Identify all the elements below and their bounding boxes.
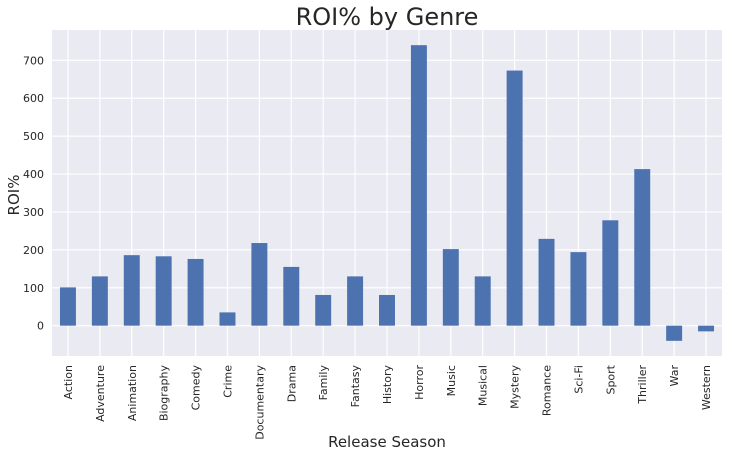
y-tick-label: 400 [23,168,44,181]
bar-drama [283,266,300,326]
bar-comedy [187,258,204,326]
bar-adventure [91,276,108,326]
x-tick-label: Western [700,365,713,410]
x-tick-label: Music [445,365,458,396]
x-tick-label: Animation [126,365,139,421]
x-axis-ticks: Action Adventure Animation Biography Comedy C… [62,364,713,439]
bar-crime [219,312,236,326]
x-tick-label: Action [62,365,75,399]
bar-sci-fi [570,252,587,326]
bar-thriller [634,169,651,326]
x-tick-label: Mystery [509,365,522,409]
x-tick-label: Drama [285,365,298,402]
x-tick-label: Musical [477,365,490,406]
y-tick-label: 600 [23,92,44,105]
y-tick-label: 0 [37,320,44,333]
x-tick-label: History [381,365,394,405]
bar-fantasy [347,276,364,326]
bar-history [379,294,395,326]
y-axis-ticks: 0 100 200 300 400 500 600 700 [23,54,44,332]
x-tick-label: Adventure [94,365,107,422]
x-tick-label: Fantasy [349,365,362,408]
bar-mystery [506,70,523,326]
bar-action [59,287,76,326]
y-tick-label: 500 [23,130,44,143]
chart-title: ROI% by Genre [296,3,479,31]
x-tick-label: Family [317,365,330,401]
bar-sport [602,220,619,326]
y-axis-label: ROI% [5,175,23,216]
bar-biography [155,256,172,326]
x-tick-label: Romance [541,365,554,416]
bar-romance [538,238,555,326]
x-tick-label: Biography [158,365,171,422]
bar-documentary [251,243,268,326]
bars [59,45,715,341]
bar-horror [410,45,427,326]
bar-family [315,294,332,326]
x-tick-label: Thriller [636,365,649,405]
bar-animation [123,255,140,326]
bar-musical [474,276,491,326]
x-tick-label: Comedy [190,365,203,411]
x-axis-label: Release Season [328,433,446,451]
x-tick-label: Horror [413,365,426,400]
bar-war [666,325,683,341]
x-tick-label: Documentary [253,365,266,440]
y-tick-label: 700 [23,54,44,67]
bar-western [698,325,715,332]
y-tick-label: 300 [23,206,44,219]
x-tick-label: Sci-Fi [572,365,585,394]
y-tick-label: 200 [23,244,44,257]
x-tick-label: War [668,365,681,387]
x-tick-label: Sport [604,364,617,394]
y-tick-label: 100 [23,282,44,295]
x-tick-label: Crime [221,365,234,398]
bar-music [442,249,459,326]
